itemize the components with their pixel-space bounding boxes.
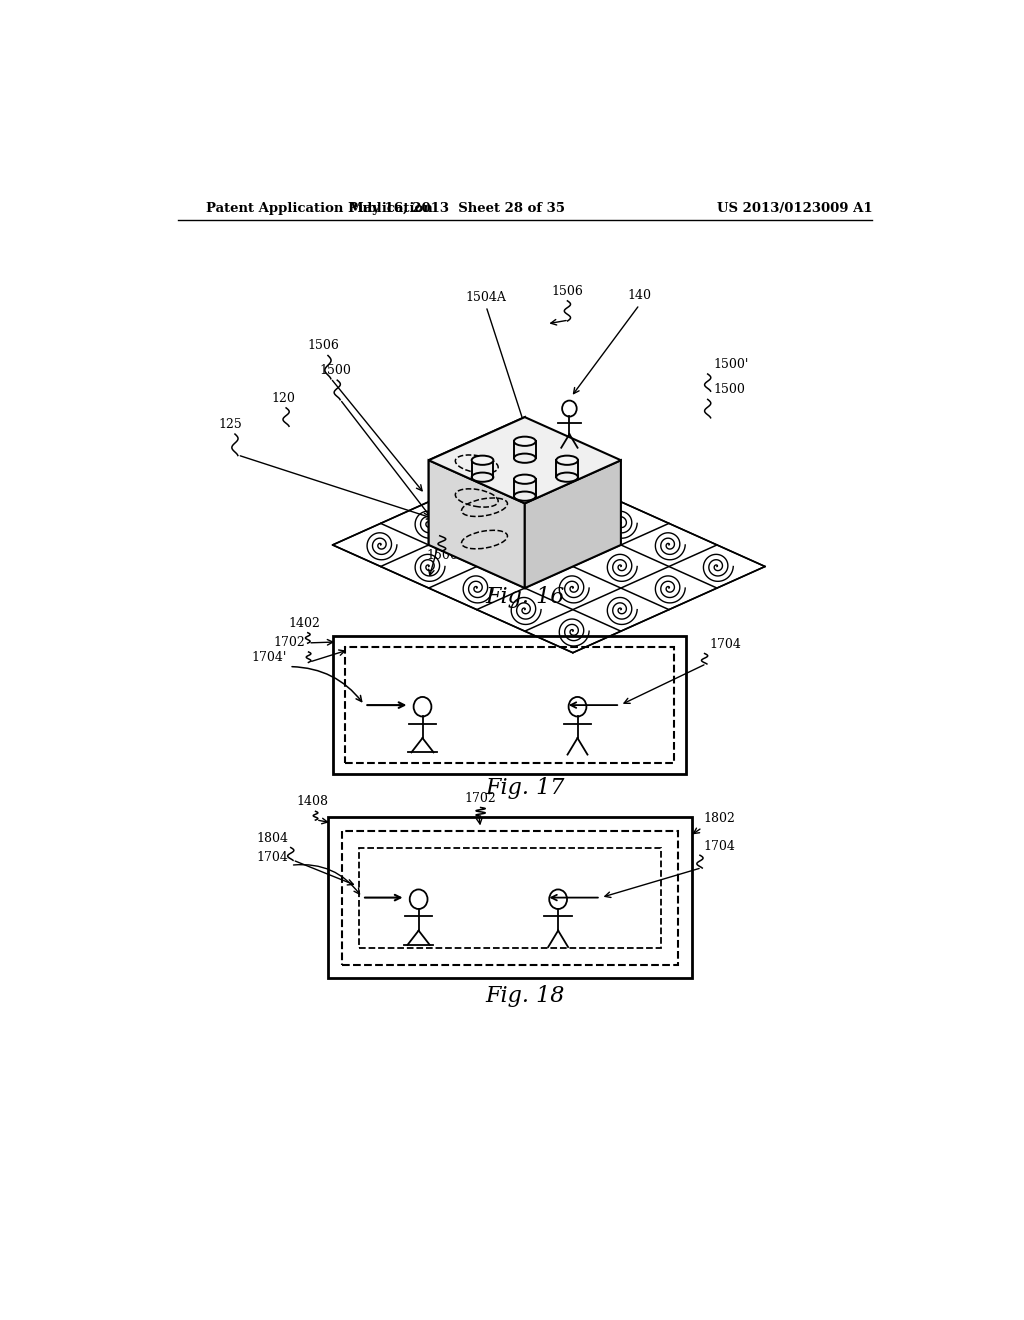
Text: 1506: 1506	[552, 285, 584, 298]
Ellipse shape	[556, 455, 578, 465]
Text: US 2013/0123009 A1: US 2013/0123009 A1	[717, 202, 872, 215]
Text: 1802: 1802	[703, 812, 735, 825]
Ellipse shape	[472, 455, 494, 465]
Bar	[334, 636, 686, 775]
Text: 125: 125	[218, 418, 242, 430]
Text: Fig. 16: Fig. 16	[485, 586, 564, 609]
Text: 1704: 1704	[703, 840, 735, 853]
Bar	[328, 817, 692, 978]
Polygon shape	[429, 461, 524, 589]
Text: 1500: 1500	[319, 364, 351, 378]
Ellipse shape	[514, 437, 536, 446]
Text: 1402: 1402	[289, 616, 321, 630]
Text: 1506: 1506	[307, 339, 339, 352]
Text: 1504A: 1504A	[466, 290, 507, 304]
Polygon shape	[429, 417, 524, 545]
Text: 1500: 1500	[713, 383, 745, 396]
Polygon shape	[429, 417, 621, 503]
Text: 1704': 1704'	[252, 651, 287, 664]
Text: 140: 140	[628, 289, 651, 302]
Polygon shape	[514, 479, 536, 496]
Polygon shape	[514, 441, 536, 458]
Polygon shape	[556, 461, 578, 478]
Text: 1704: 1704	[257, 850, 289, 863]
Text: 1804: 1804	[256, 832, 289, 845]
Bar	[359, 847, 662, 948]
Text: May 16, 2013  Sheet 28 of 35: May 16, 2013 Sheet 28 of 35	[349, 202, 565, 215]
Ellipse shape	[514, 475, 536, 484]
Text: 1702: 1702	[273, 636, 305, 649]
Polygon shape	[524, 461, 621, 589]
Text: 120: 120	[271, 392, 295, 405]
Bar	[342, 830, 678, 965]
Text: 1702: 1702	[465, 792, 497, 805]
Polygon shape	[472, 461, 494, 478]
Polygon shape	[333, 459, 765, 653]
Text: Fig. 17: Fig. 17	[485, 777, 564, 799]
Bar	[345, 647, 675, 763]
Text: 1408: 1408	[297, 795, 329, 808]
Text: 1506: 1506	[426, 549, 458, 562]
Text: Fig. 18: Fig. 18	[485, 985, 564, 1007]
Text: Patent Application Publication: Patent Application Publication	[206, 202, 432, 215]
Text: 1500': 1500'	[713, 358, 749, 371]
Text: 1704: 1704	[710, 638, 741, 651]
